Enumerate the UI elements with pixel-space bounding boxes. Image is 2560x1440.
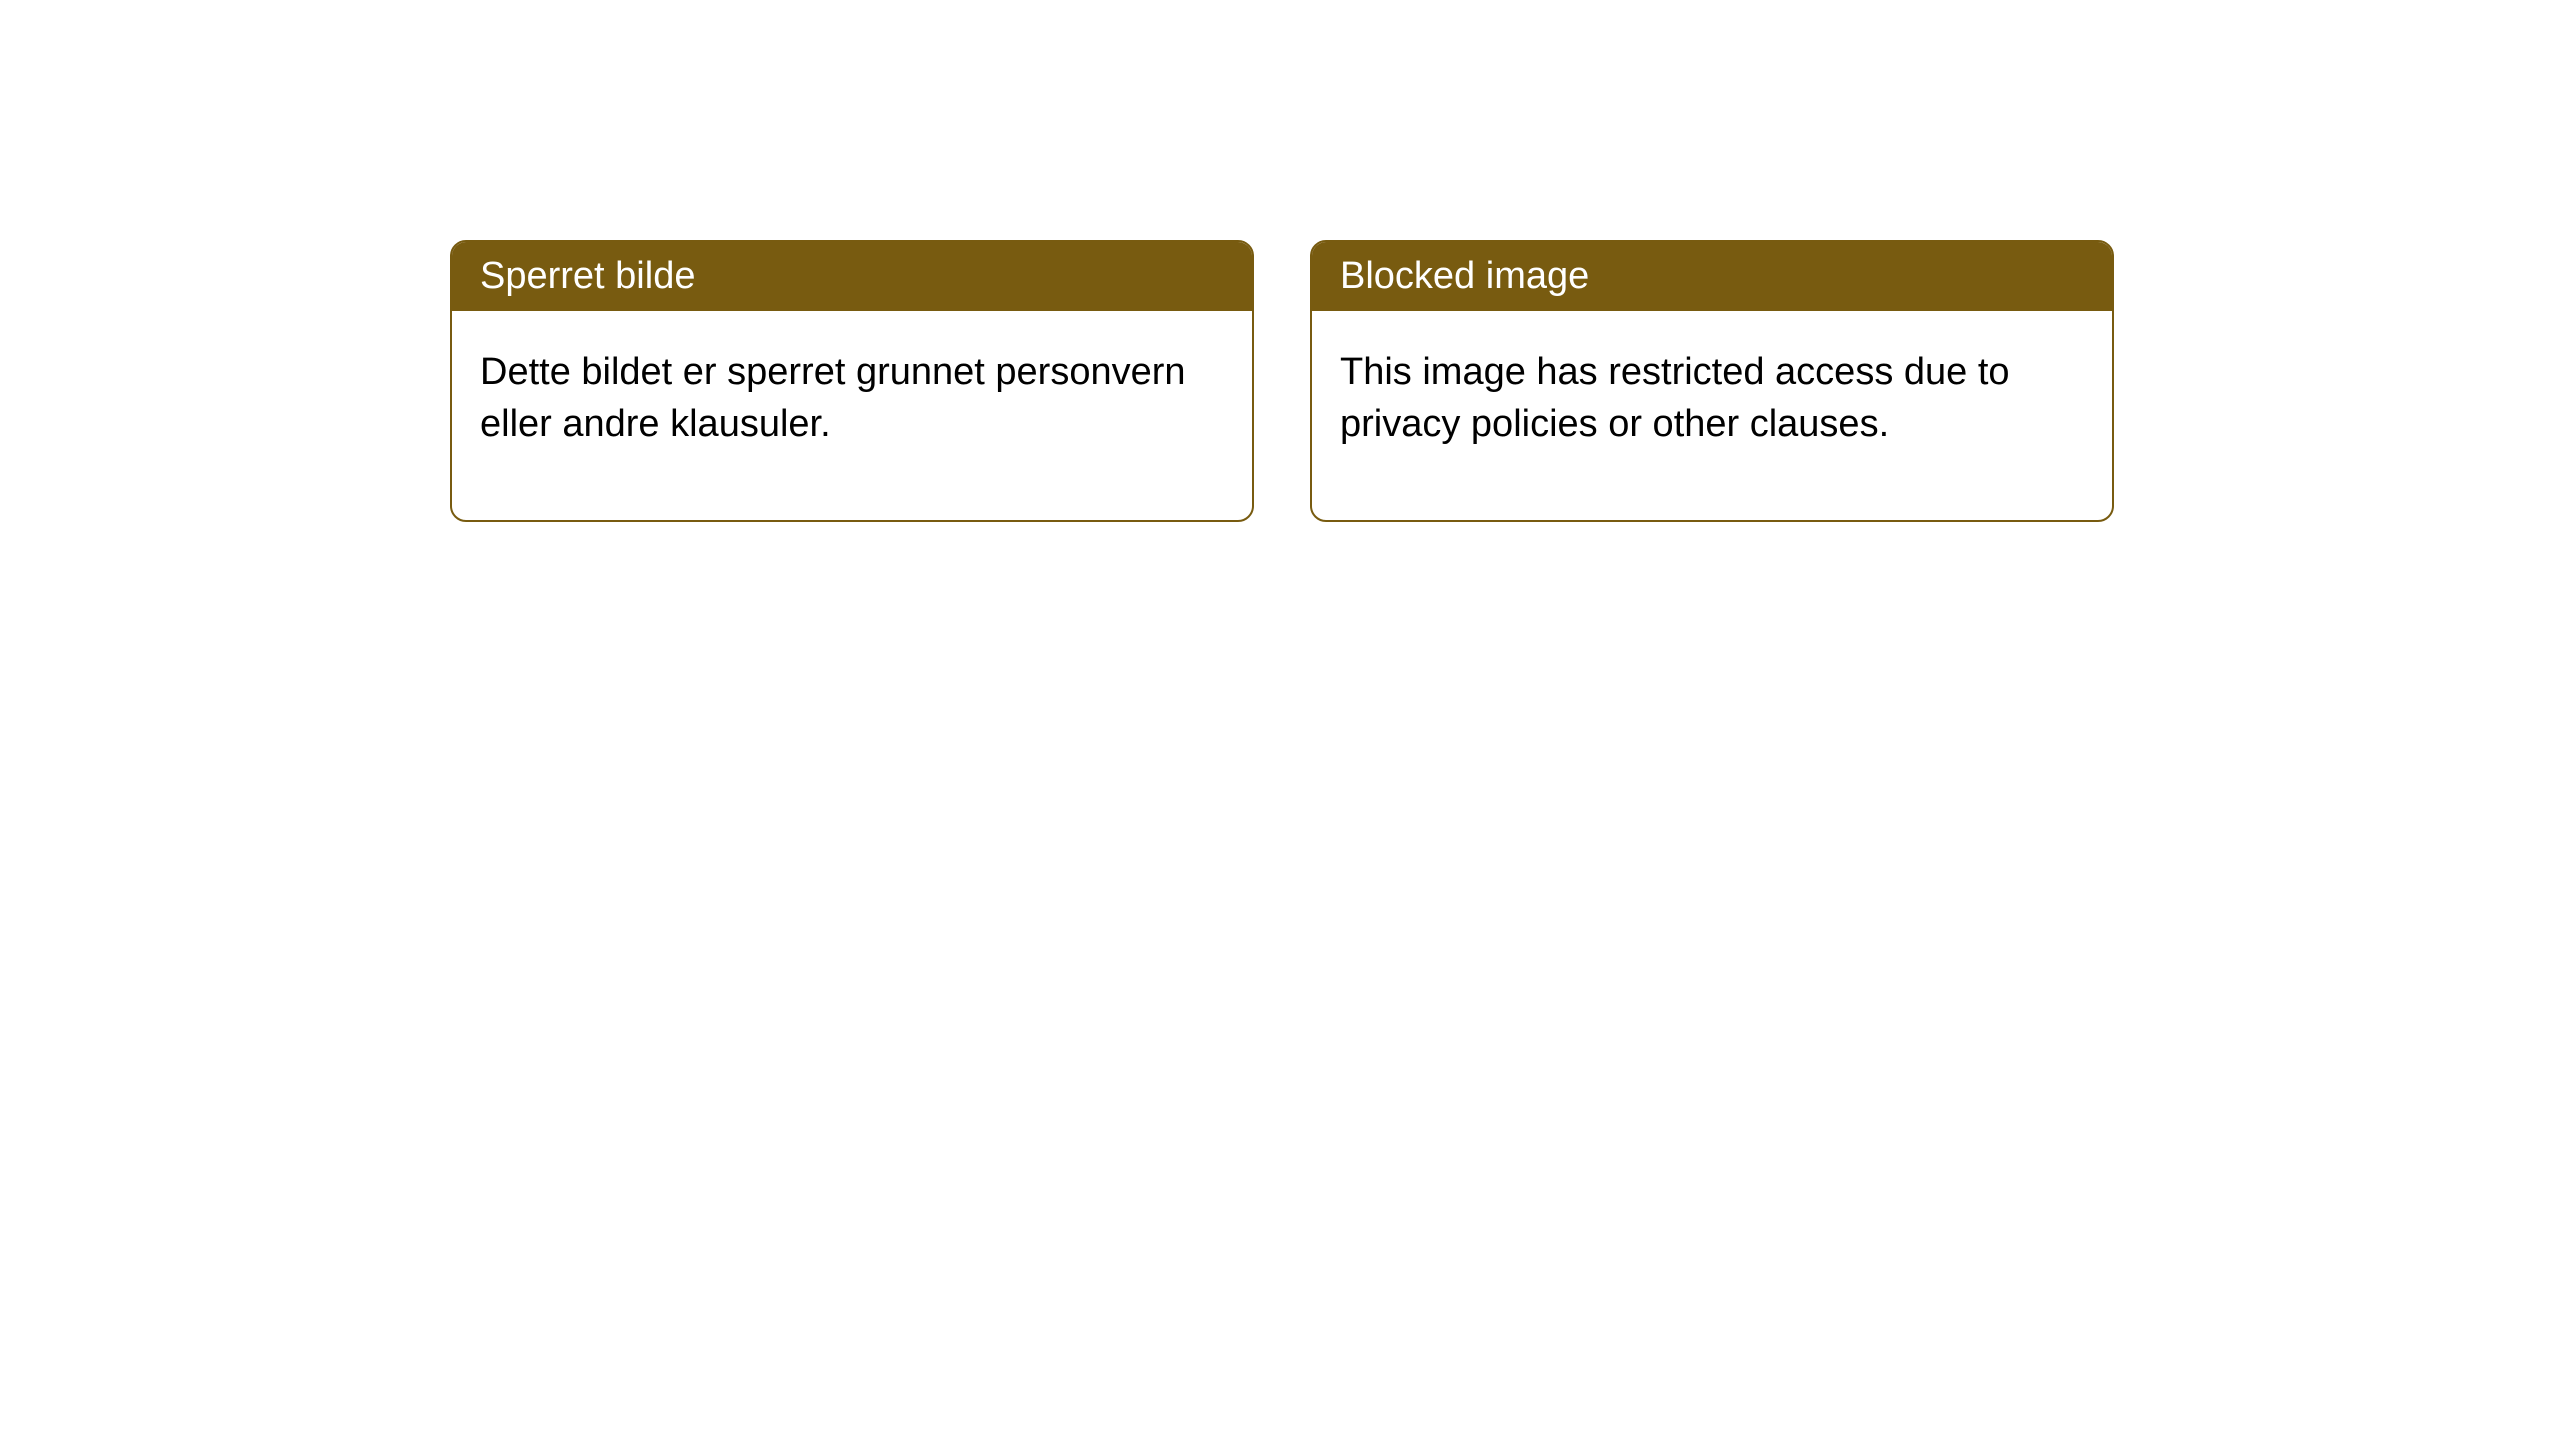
notice-header: Blocked image bbox=[1312, 242, 2112, 311]
notice-header: Sperret bilde bbox=[452, 242, 1252, 311]
notice-body: Dette bildet er sperret grunnet personve… bbox=[452, 311, 1252, 520]
notice-container: Sperret bilde Dette bildet er sperret gr… bbox=[0, 0, 2560, 522]
notice-card-norwegian: Sperret bilde Dette bildet er sperret gr… bbox=[450, 240, 1254, 522]
notice-card-english: Blocked image This image has restricted … bbox=[1310, 240, 2114, 522]
notice-body: This image has restricted access due to … bbox=[1312, 311, 2112, 520]
